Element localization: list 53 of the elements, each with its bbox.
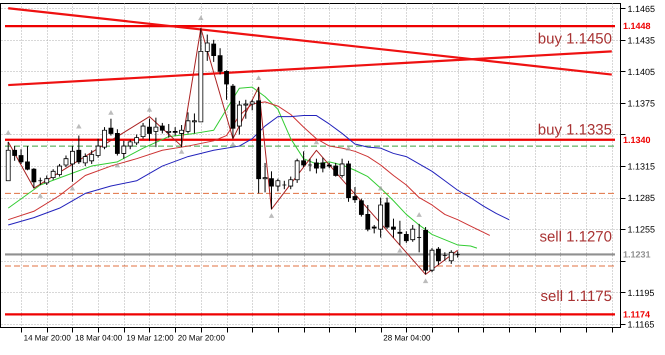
point: [108, 110, 114, 115]
point: [314, 139, 320, 144]
point: [114, 162, 120, 168]
candlestick: [44, 175, 50, 186]
candlestick: [288, 176, 294, 190]
point: [268, 213, 274, 218]
y-tick-label: 1.1315: [628, 162, 656, 172]
y-tick-label: 1.1195: [628, 288, 654, 298]
candlestick: [397, 220, 402, 246]
point: [76, 124, 82, 128]
candlestick: [410, 224, 416, 242]
point: [416, 212, 422, 217]
y-tick-label: 1.1285: [628, 193, 656, 204]
y-tick-label: 1.1165: [628, 319, 654, 330]
point: [5, 130, 11, 135]
annotation: sell 1.1270: [539, 228, 612, 246]
line-series: [8, 28, 458, 275]
annotation: sell 1.1175: [540, 288, 612, 306]
point: [38, 193, 44, 198]
candlestick: [166, 123, 172, 138]
point: [256, 75, 262, 80]
y-tick-label: 1.1405: [628, 66, 656, 77]
x-tick-label: 28 Mar 04:00: [383, 334, 431, 342]
point: [422, 278, 428, 284]
annotation: buy 1.1335: [538, 121, 612, 138]
annotation: buy 1.1450: [538, 30, 612, 48]
ref-line-label: 1.1231: [623, 249, 651, 260]
point: [378, 186, 384, 191]
point: [70, 186, 76, 191]
x-tick-label: 18 Mar 04:00: [75, 334, 123, 342]
candlestick: [82, 152, 88, 167]
ref-line-label: 1.1448: [623, 21, 651, 32]
x-tick-label: 19 Mar 12:00: [126, 334, 174, 342]
candlestick: [204, 34, 210, 62]
point: [178, 148, 184, 154]
ref-line-label: 1.1340: [623, 134, 651, 145]
point: [230, 142, 236, 146]
ref-line-label: 1.1174: [623, 309, 650, 320]
point: [198, 15, 204, 20]
x-tick-label: 20 Mar 20:00: [178, 334, 226, 342]
y-tick-label: 1.1375: [628, 98, 656, 108]
y-tick-label: 1.1465: [628, 4, 656, 14]
line-series: [8, 101, 490, 236]
line-series: [8, 115, 510, 226]
point: [146, 106, 152, 112]
point: [346, 146, 352, 151]
line-series: [8, 86, 478, 249]
candlestick: [448, 250, 454, 264]
x-tick-label: 14 Mar 20:00: [24, 334, 72, 342]
y-tick-label: 1.1255: [628, 224, 656, 235]
candlestick: [404, 230, 409, 244]
point: [397, 248, 403, 253]
y-tick-label: 1.1435: [628, 35, 656, 46]
